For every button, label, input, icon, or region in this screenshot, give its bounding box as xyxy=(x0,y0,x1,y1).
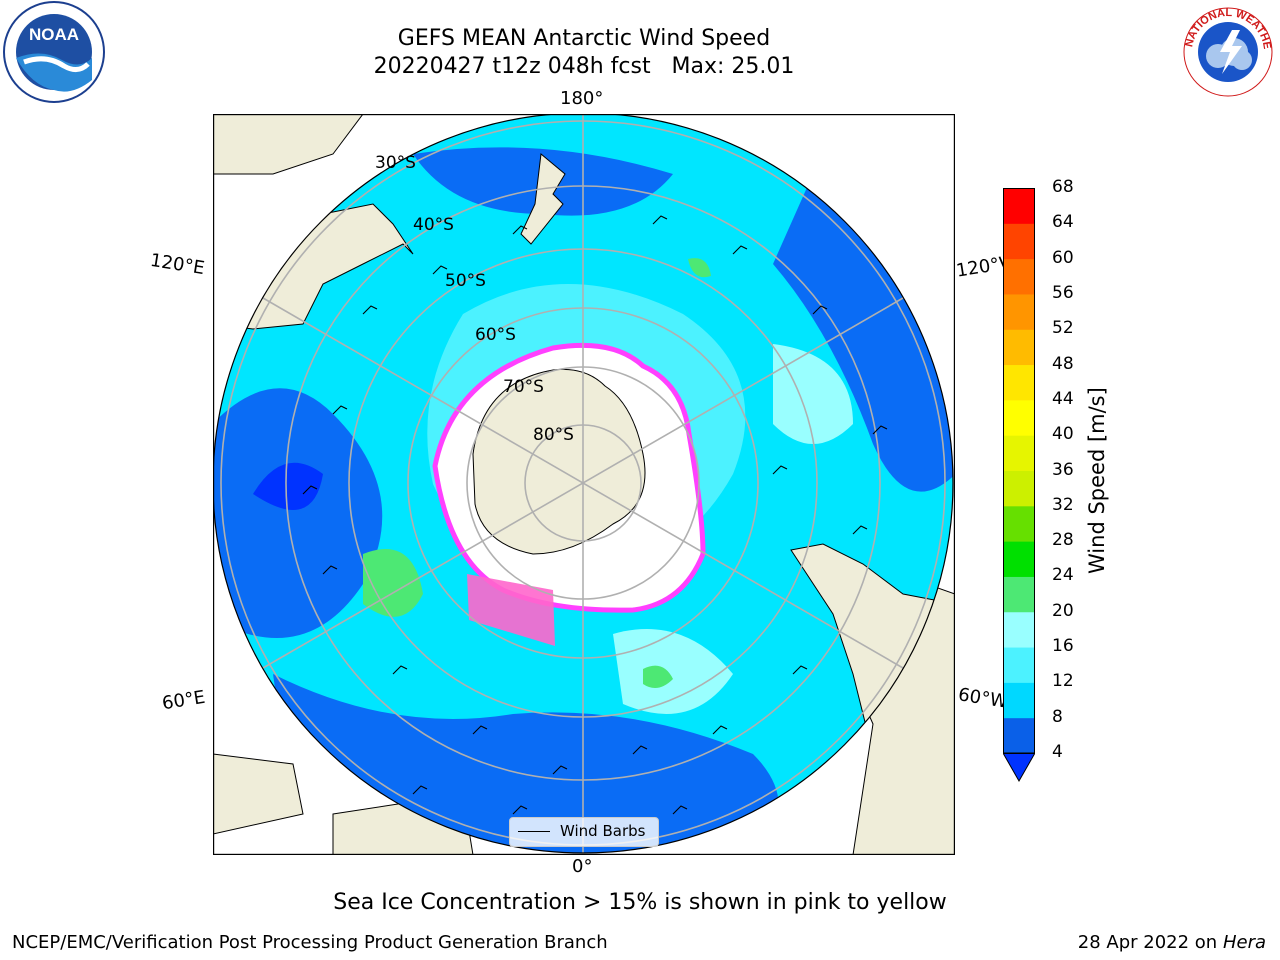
wind-region xyxy=(253,462,323,510)
colorbar-tick-label: 32 xyxy=(1052,494,1074,515)
colorbar-tick-label: 60 xyxy=(1052,247,1074,268)
footer-branch: NCEP/EMC/Verification Post Processing Pr… xyxy=(12,932,608,953)
wind-region xyxy=(213,388,383,638)
map-frame-border xyxy=(213,114,955,855)
colorbar-segment xyxy=(1003,717,1035,754)
colorbar-segment xyxy=(1003,399,1035,436)
footer-date: 28 Apr 2022 on Hera xyxy=(1078,932,1266,953)
noaa-logo-text: NOAA xyxy=(29,25,79,44)
colorbar-tick-label: 24 xyxy=(1052,565,1074,586)
wind-region xyxy=(688,258,711,278)
wind-barbs xyxy=(302,215,888,815)
footer-date-text: 28 Apr 2022 on xyxy=(1077,932,1223,953)
colorbar-tick-label: 12 xyxy=(1052,671,1074,692)
legend-label: Wind Barbs xyxy=(560,822,646,840)
colorbar-tick-label: 16 xyxy=(1052,636,1074,657)
map-legend xyxy=(509,817,659,847)
colorbar-segment xyxy=(1003,258,1035,295)
colorbar-segment xyxy=(1003,329,1035,366)
lon-label-120e: 120°E xyxy=(148,249,207,280)
polar-map: 30°S 40°S 50°S 60°S 70°S 80°S xyxy=(213,114,955,855)
colorbar-segment xyxy=(1003,505,1035,542)
lon-label-0: 0° xyxy=(572,856,593,877)
colorbar-tick-label: 56 xyxy=(1052,282,1074,303)
colorbar-tick-label: 36 xyxy=(1052,459,1074,480)
colorbar-border xyxy=(1003,188,1035,754)
colorbar-segment xyxy=(1003,647,1035,683)
land-antarctica xyxy=(472,368,646,555)
sea-ice-region xyxy=(467,574,555,646)
lon-label-60e: 60°E xyxy=(160,686,207,715)
map-boundary xyxy=(213,114,954,854)
colorbar-tick-label: 28 xyxy=(1052,530,1074,551)
wind-region xyxy=(643,665,673,688)
lat-label-30s: 30°S xyxy=(375,153,416,173)
sea-ice-note: Sea Ice Concentration > 15% is shown in … xyxy=(333,890,947,915)
colorbar-tick-label: 4 xyxy=(1052,742,1063,762)
land-corner-bottom-left xyxy=(213,753,304,835)
colorbar xyxy=(1003,188,1035,783)
wind-region xyxy=(773,344,853,444)
wind-region xyxy=(613,629,733,714)
lat-label-40s: 40°S xyxy=(413,215,454,235)
colorbar-tick-label: 40 xyxy=(1052,424,1074,445)
land-corner-top-left xyxy=(213,114,364,175)
lat-label-80s: 80°S xyxy=(533,425,574,445)
colorbar-segment xyxy=(1003,576,1035,613)
graticule xyxy=(220,114,946,853)
wind-region xyxy=(773,174,953,492)
colorbar-segment xyxy=(1003,293,1035,330)
nws-logo: NATIONAL WEATHER SERVICE xyxy=(1178,0,1273,97)
legend-line-icon xyxy=(518,831,550,832)
noaa-logo: NOAA xyxy=(3,1,105,103)
colorbar-tick-label: 64 xyxy=(1052,212,1074,233)
lon-label-60w: 60°W xyxy=(956,684,1010,713)
chart-title: GEFS MEAN Antarctic Wind Speed xyxy=(397,26,771,51)
lon-label-180: 180° xyxy=(560,88,604,109)
wind-region xyxy=(363,549,423,617)
colorbar-tick-label: 44 xyxy=(1052,388,1074,409)
footer-machine: Hera xyxy=(1222,932,1266,953)
colorbar-tick-label: 8 xyxy=(1052,706,1063,727)
lat-label-50s: 50°S xyxy=(445,271,486,291)
colorbar-tick-label: 48 xyxy=(1052,353,1074,374)
colorbar-segment xyxy=(1003,435,1035,471)
chart-subtitle: 20220427 t12z 048h fcst Max: 25.01 xyxy=(373,54,795,79)
colorbar-segment xyxy=(1003,470,1035,507)
lat-label-70s: 70°S xyxy=(503,377,544,397)
colorbar-extend-arrow xyxy=(1003,752,1035,783)
colorbar-segment xyxy=(1003,541,1035,577)
colorbar-tick-label: 68 xyxy=(1052,177,1074,197)
colorbar-segment xyxy=(1003,223,1035,260)
colorbar-tick-label: 20 xyxy=(1052,600,1074,621)
colorbar-segment xyxy=(1003,188,1035,224)
land-new-zealand xyxy=(520,153,566,245)
colorbar-segment xyxy=(1003,682,1035,719)
colorbar-title: Wind Speed [m/s] xyxy=(1085,387,1109,574)
lat-label-60s: 60°S xyxy=(475,325,516,345)
colorbar-tick-label: 52 xyxy=(1052,318,1074,339)
colorbar-segment xyxy=(1003,611,1035,648)
colorbar-segment xyxy=(1003,364,1035,401)
